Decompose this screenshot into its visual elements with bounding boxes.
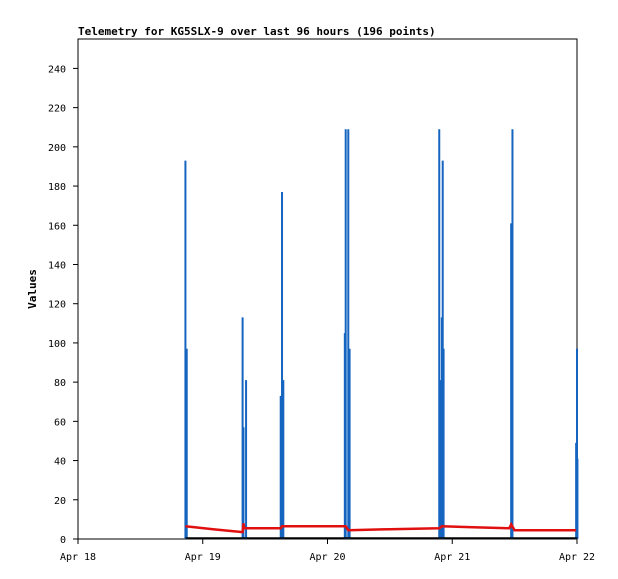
chart-title: Telemetry for KG5SLX-9 over last 96 hour… [78,25,436,38]
y-tick-label: 20 [54,496,66,507]
y-axis-label: Values [26,269,39,309]
y-tick-label: 40 [54,457,66,468]
x-tick-label: Apr 21 [434,552,470,563]
y-tick-label: 80 [54,378,66,389]
y-tick-label: 160 [48,221,66,232]
y-axis: 0 20 40 60 80 100 120 140 160 180 200 220 240 [48,64,78,546]
y-tick-label: 240 [48,64,66,75]
x-tick-label: Apr 22 [559,552,595,563]
plot-area [77,38,578,540]
y-tick-label: 220 [48,104,66,115]
x-tick-label: Apr 20 [309,552,345,563]
y-tick-label: 120 [48,300,66,311]
series-line [185,521,577,534]
series-layer [184,129,579,539]
x-tick-label: Apr 18 [60,552,96,563]
y-tick-label: 100 [48,339,66,350]
y-tick-label: 60 [54,417,66,428]
y-tick-label: 140 [48,260,66,271]
y-tick-label: 200 [48,143,66,154]
x-axis: Apr 18 Apr 19 Apr 20 Apr 21 Apr 22 [60,539,595,563]
y-tick-label: 180 [48,182,66,193]
y-tick-label: 0 [60,535,66,546]
x-tick-label: Apr 19 [185,552,221,563]
